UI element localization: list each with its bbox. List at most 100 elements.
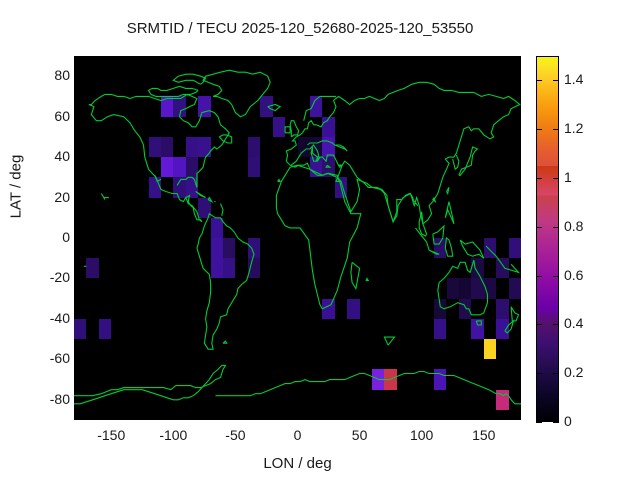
map-plot-area[interactable] (74, 56, 521, 420)
coastline-path (154, 175, 162, 183)
coastline-path (219, 203, 224, 216)
coastline-path (325, 164, 332, 168)
y-axis-ticks: 80 60 40 20 0 -20 -40 -60 -80 (14, 56, 70, 420)
coastline-path (289, 120, 300, 138)
heatmap-cell (446, 278, 459, 299)
coastline-path (215, 370, 521, 405)
coastline-path (336, 176, 419, 224)
coastline-path (485, 245, 521, 274)
y-axis-tick-label: -60 (49, 350, 70, 367)
heatmap-cell (309, 96, 323, 117)
coastline-path (432, 197, 437, 204)
heatmap-cell (223, 238, 236, 259)
heatmap-cell (86, 258, 99, 279)
heatmap-cell (185, 157, 199, 178)
coastline-path (418, 211, 428, 237)
coastline-path (303, 95, 336, 121)
page-title: SRMTID / TECU 2025-120_52680-2025-120_53… (126, 20, 474, 37)
colorbar-tick-mark (536, 275, 559, 277)
coastline-path (285, 81, 521, 225)
coastline-path (437, 260, 489, 316)
x-axis-tick-label: 150 (472, 427, 496, 443)
coastline-path (147, 85, 199, 97)
y-axis-tick-label: 60 (54, 107, 70, 124)
x-axis-tick-label: 100 (409, 427, 434, 443)
coastline-path (88, 103, 203, 223)
heatmap-cell (434, 298, 447, 319)
x-axis-tick-label: 50 (351, 427, 368, 443)
colorbar-tick-labels: 1.4 1.2 1 0.8 0.6 0.4 0.2 0 (564, 56, 624, 429)
coastline-path (74, 364, 227, 405)
coastline-path (196, 212, 255, 350)
colorbar-ticks (536, 56, 559, 423)
y-axis-tick-label: 0 (62, 229, 70, 245)
x-axis-label: LON / deg (263, 455, 332, 472)
coastline-path (172, 73, 207, 85)
colorbar-tick-label: 0.2 (564, 364, 584, 381)
heatmap-cell (496, 258, 509, 279)
heatmap-cell (160, 96, 174, 117)
heatmap-cell (508, 278, 521, 299)
coastline-path (195, 191, 206, 199)
colorbar-tick-label: 0.8 (564, 217, 584, 234)
colorbar-tick-mark (536, 373, 559, 375)
colorbar-tick-mark (536, 324, 559, 326)
colorbar-gradient (536, 56, 559, 422)
colorbar-tick-label: 0.6 (564, 266, 584, 283)
heatmap-cell (260, 96, 273, 117)
heatmap-cell (483, 339, 497, 360)
heatmap-cell (322, 136, 335, 158)
y-axis-tick-label: -80 (49, 390, 70, 407)
coastline-path (415, 227, 440, 255)
coastline-path (383, 336, 396, 346)
heatmap-cell (471, 278, 484, 299)
heatmap-cell (247, 238, 261, 259)
colorbar-tick-mark (536, 178, 559, 179)
coastline-path (475, 320, 482, 326)
coastline-path (267, 103, 282, 112)
x-axis-tick-label: -50 (225, 427, 246, 443)
x-axis-tick-label: -150 (97, 427, 126, 443)
y-axis-label: LAT / deg (7, 154, 25, 219)
heatmap-cell (210, 238, 223, 259)
heatmap-cell (198, 197, 211, 218)
y-axis-tick-label: 80 (54, 67, 70, 84)
coastline-path (504, 319, 515, 334)
heatmap-cell (496, 298, 509, 319)
heatmap-cell (210, 217, 223, 238)
coastline-path (452, 154, 460, 171)
heatmap-cell (223, 258, 236, 279)
coastline-path (284, 126, 291, 134)
heatmap-cell (272, 116, 286, 137)
y-axis-tick-label: 20 (54, 188, 70, 205)
coastline-path (277, 178, 282, 182)
coastline-path (307, 140, 348, 152)
y-axis-tick-label: -20 (49, 269, 70, 286)
coastline-path (290, 144, 343, 166)
colorbar-tick-label: 1 (564, 169, 572, 185)
colorbar-tick-mark (536, 129, 559, 131)
colorbar-tick-label: 0 (564, 413, 572, 429)
colorbar-tick-label: 0.4 (564, 315, 584, 332)
heatmap-cell (496, 318, 509, 340)
heatmap-cell (347, 298, 360, 319)
heatmap-cell (185, 136, 199, 158)
y-axis-tick-label: 40 (54, 148, 70, 165)
coastline-path (446, 187, 450, 195)
colorbar-tick-label: 1.4 (564, 71, 584, 88)
heatmap-cell (198, 136, 211, 158)
coastline-path (350, 261, 361, 291)
coastline-path (444, 236, 454, 257)
coastline-path (365, 277, 370, 282)
heatmap-cell (471, 318, 484, 340)
heatmap-cell (247, 136, 261, 158)
heatmap-cell (508, 238, 521, 259)
heatmap-cell (434, 318, 447, 340)
coastline-path (100, 193, 109, 200)
coastline-path (88, 93, 230, 188)
coastline-path (432, 224, 445, 245)
heatmap-cell (74, 318, 87, 340)
coastline-overlay (74, 69, 521, 405)
heatmap-cell (148, 136, 161, 158)
x-axis-ticks: -150 -100 -50 0 50 100 150 (74, 427, 521, 447)
